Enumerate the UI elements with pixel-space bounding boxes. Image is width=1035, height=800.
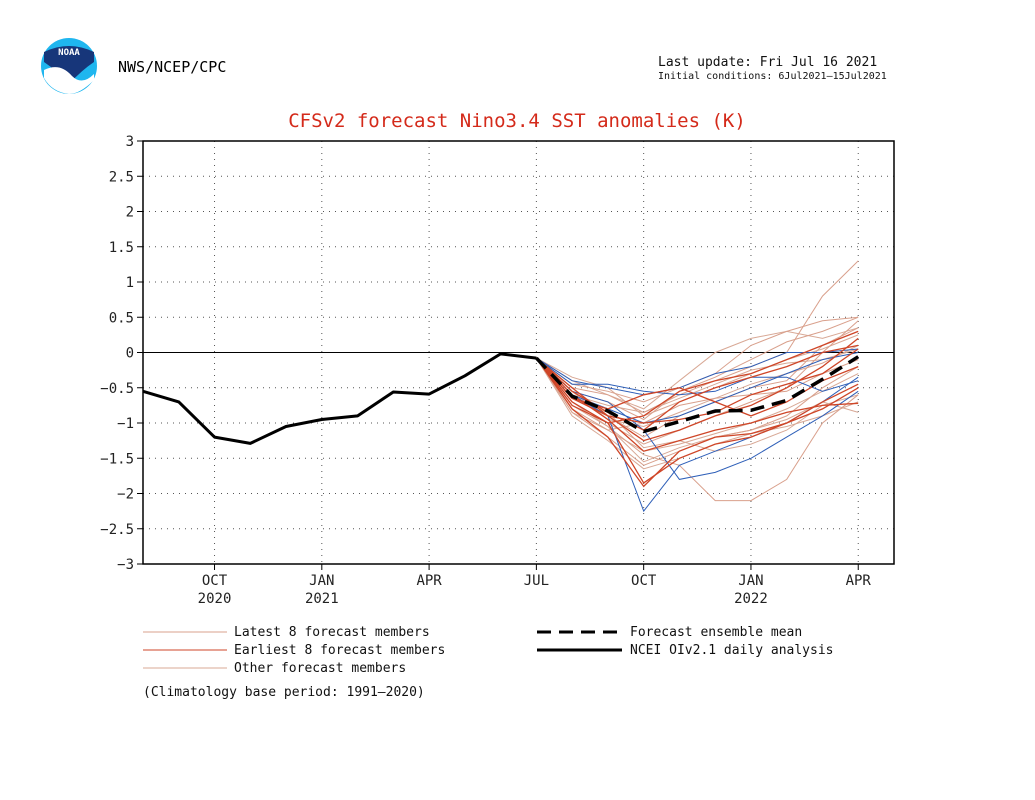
y-tick-label: −3: [117, 557, 134, 573]
y-tick-label: 1.5: [109, 240, 134, 256]
forecast-member-line-blue: [536, 357, 859, 396]
x-axis: OCT 2020 JAN 2021 APR JUL OCT JAN 2022 APR: [198, 564, 872, 607]
y-tick-label: 3: [126, 134, 134, 150]
x-tick-year: 2020: [198, 591, 232, 607]
noaa-logo-text: NOAA: [58, 48, 80, 58]
y-tick-label: 1: [126, 275, 134, 291]
x-tick-label: OCT: [631, 573, 657, 589]
y-tick-label: −1.5: [100, 451, 134, 467]
forecast-member-line-blue: [536, 357, 859, 480]
observed-analysis-line: [142, 352, 537, 445]
ensemble-mean-line: [535, 355, 860, 434]
y-tick-label: −2: [117, 487, 134, 503]
initial-conditions: Initial conditions: 6Jul2021–15Jul2021: [658, 71, 887, 82]
y-tick-label: 0: [126, 346, 134, 362]
forecast-member-line-earliest: [535, 330, 859, 424]
org-label: NWS/NCEP/CPC: [118, 58, 226, 76]
x-tick-label: APR: [846, 573, 872, 589]
chart-title: CFSv2 forecast Nino3.4 SST anomalies (K): [288, 110, 746, 132]
legend-label-observed: NCEI OIv2.1 daily analysis: [630, 643, 834, 658]
y-axis: 3 2.5 2 1.5 1 0.5 0 −0.5 −1 −1.5 −2 −2.5 −3: [100, 134, 143, 573]
legend-label-latest: Latest 8 forecast members: [234, 625, 430, 640]
y-tick-label: −0.5: [100, 381, 134, 397]
last-update: Last update: Fri Jul 16 2021: [658, 55, 877, 70]
forecast-member-line-other: [535, 357, 859, 452]
forecast-member-line-latest: [536, 316, 859, 403]
y-tick-label: 2.5: [109, 169, 134, 185]
legend: Latest 8 forecast members Earliest 8 for…: [143, 625, 834, 700]
forecast-member-line-other: [536, 348, 859, 413]
noaa-logo-bird: [44, 46, 94, 84]
x-tick-label: APR: [416, 573, 442, 589]
legend-label-earliest: Earliest 8 forecast members: [234, 643, 445, 658]
forecast-member-line-earliest: [535, 357, 859, 484]
forecast-members-layer: [535, 260, 859, 513]
forecast-member-line-latest: [536, 357, 859, 502]
forecast-member-line-latest: [536, 260, 859, 413]
ensemble-mean-layer: [535, 355, 860, 434]
y-tick-label: −2.5: [100, 522, 134, 538]
forecast-member-line-latest: [536, 320, 859, 445]
legend-label-mean: Forecast ensemble mean: [630, 625, 802, 640]
noaa-logo: NOAA: [41, 38, 97, 94]
y-tick-label: 2: [126, 205, 134, 221]
forecast-member-line-other: [536, 327, 859, 410]
observed-layer: [142, 352, 537, 445]
x-tick-label: JAN: [738, 573, 763, 589]
x-tick-label: JUL: [524, 573, 549, 589]
forecast-member-line-latest: [535, 357, 859, 431]
forecast-member-line-earliest: [535, 337, 859, 442]
legend-label-other: Other forecast members: [234, 661, 406, 676]
y-tick-label: 0.5: [109, 310, 134, 326]
forecast-member-line-earliest: [535, 357, 859, 452]
x-tick-label: JAN: [309, 573, 334, 589]
climatology-note: (Climatology base period: 1991–2020): [143, 685, 425, 700]
y-tick-label: −1: [117, 416, 134, 432]
x-tick-year: 2022: [734, 591, 768, 607]
x-tick-label: OCT: [202, 573, 228, 589]
forecast-member-line-earliest: [535, 357, 859, 488]
x-tick-year: 2021: [305, 591, 339, 607]
noaa-logo-wave: [44, 67, 94, 94]
